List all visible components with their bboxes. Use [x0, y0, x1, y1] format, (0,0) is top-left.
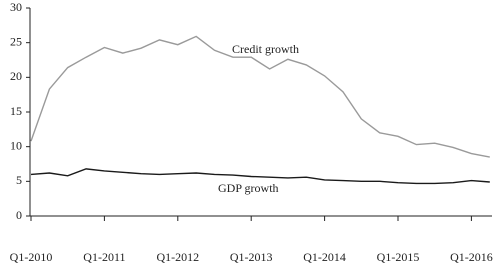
- x-tick-label: Q1-2015: [377, 250, 420, 264]
- y-tick-label: 25: [10, 34, 22, 48]
- x-tick-label: Q1-2016: [450, 250, 493, 264]
- series-line: [30, 168, 490, 185]
- y-tick-label: 0: [16, 208, 22, 222]
- y-tick-label: 5: [16, 173, 22, 187]
- y-tick-label: 10: [10, 138, 22, 152]
- y-tick-label: 20: [10, 69, 22, 83]
- y-tick-label: 30: [10, 0, 22, 14]
- x-tick-label: Q1-2011: [83, 250, 125, 264]
- x-tick-label: Q1-2013: [230, 250, 273, 264]
- y-tick-label: 15: [10, 104, 22, 118]
- series-line: [30, 35, 490, 158]
- series-label: GDP growth: [218, 181, 279, 195]
- x-tick-label: Q1-2014: [303, 250, 346, 264]
- series-label: Credit growth: [232, 42, 299, 56]
- x-tick-label: Q1-2010: [10, 250, 53, 264]
- x-tick-label: Q1-2012: [156, 250, 199, 264]
